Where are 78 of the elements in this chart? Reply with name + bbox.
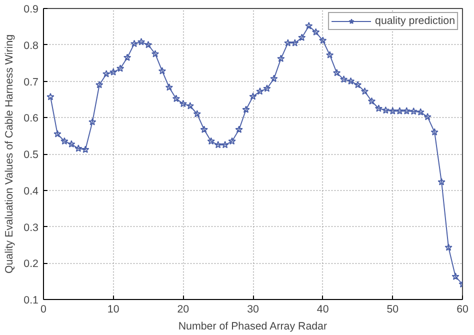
point bbox=[193, 110, 201, 118]
x-tick-label: 20 bbox=[177, 304, 190, 316]
point bbox=[374, 104, 383, 112]
point bbox=[332, 68, 341, 76]
legend-label: quality prediction bbox=[375, 15, 455, 27]
point bbox=[172, 94, 180, 102]
point bbox=[228, 137, 236, 145]
y-tick-label: 0.8 bbox=[24, 40, 39, 52]
point bbox=[102, 70, 110, 78]
x-tick-label: 10 bbox=[107, 304, 120, 316]
y-tick-label: 0.7 bbox=[24, 76, 39, 88]
x-tick-label: 50 bbox=[386, 304, 399, 316]
point bbox=[354, 80, 362, 88]
point bbox=[326, 51, 334, 58]
point bbox=[137, 38, 146, 46]
x-axis-title: Number of Phased Array Radar bbox=[178, 320, 328, 332]
point bbox=[123, 54, 132, 61]
point bbox=[402, 107, 410, 114]
point bbox=[410, 107, 418, 115]
point bbox=[165, 83, 174, 91]
point bbox=[186, 102, 194, 110]
point bbox=[242, 106, 250, 113]
point bbox=[270, 74, 278, 82]
point bbox=[444, 243, 452, 251]
point bbox=[214, 140, 222, 148]
point bbox=[68, 140, 76, 148]
x-tick-label: 40 bbox=[316, 304, 329, 316]
point bbox=[396, 107, 404, 114]
point bbox=[430, 128, 438, 136]
x-tick-label: 60 bbox=[456, 304, 468, 316]
point bbox=[54, 130, 62, 138]
y-axis-title: Quality Evaluation Values of Cable Harness Wiring bbox=[4, 34, 16, 274]
y-tick-label: 0.6 bbox=[24, 112, 39, 125]
point bbox=[88, 118, 96, 126]
point bbox=[249, 92, 257, 100]
point bbox=[263, 84, 271, 92]
point bbox=[298, 34, 306, 41]
point bbox=[368, 97, 376, 105]
point bbox=[207, 137, 215, 145]
y-tick-label: 0.1 bbox=[24, 294, 39, 306]
point bbox=[452, 272, 460, 280]
point bbox=[200, 126, 208, 133]
point bbox=[82, 146, 90, 153]
point bbox=[235, 126, 243, 133]
y-tick-label: 0.4 bbox=[24, 185, 39, 198]
point bbox=[60, 137, 68, 145]
point bbox=[340, 75, 348, 83]
point bbox=[256, 87, 264, 95]
point bbox=[284, 39, 292, 46]
point bbox=[424, 112, 432, 120]
y-tick-label: 0.5 bbox=[24, 149, 39, 161]
point bbox=[438, 178, 446, 186]
point bbox=[416, 108, 424, 116]
y-tick-label: 0.9 bbox=[24, 4, 39, 16]
point bbox=[346, 77, 355, 85]
point bbox=[116, 64, 124, 72]
point bbox=[291, 39, 299, 46]
point bbox=[74, 144, 82, 152]
point bbox=[179, 100, 187, 108]
point bbox=[277, 54, 285, 62]
point bbox=[388, 107, 396, 114]
point bbox=[382, 106, 390, 114]
point bbox=[144, 40, 152, 48]
point bbox=[130, 40, 138, 48]
point bbox=[319, 36, 327, 44]
point bbox=[305, 22, 313, 30]
y-tick-label: 0.2 bbox=[24, 258, 39, 270]
point bbox=[110, 68, 118, 76]
x-tick-label: 30 bbox=[247, 304, 259, 316]
x-tick-label: 0 bbox=[40, 304, 47, 316]
point bbox=[151, 50, 160, 58]
point bbox=[96, 80, 104, 88]
point bbox=[360, 87, 369, 95]
point bbox=[312, 28, 320, 36]
point bbox=[221, 140, 229, 148]
y-tick-label: 0.3 bbox=[24, 222, 39, 234]
point bbox=[158, 67, 166, 74]
point bbox=[46, 92, 54, 100]
